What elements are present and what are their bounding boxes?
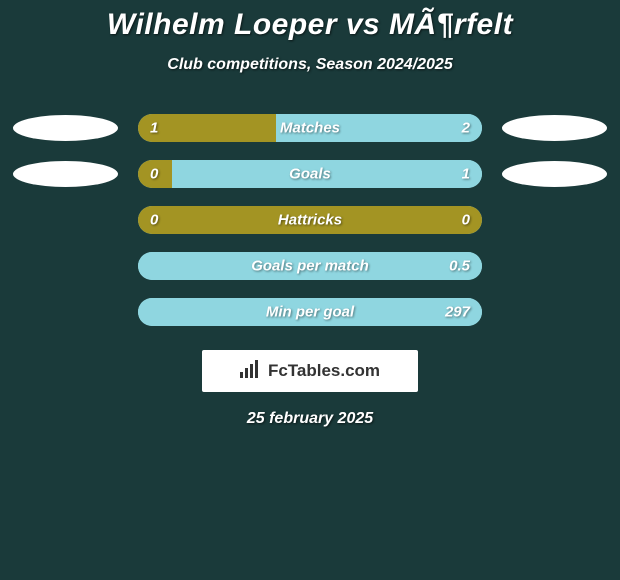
stat-value-left: 0: [150, 166, 158, 183]
stat-row: Goals per match 0.5: [0, 252, 620, 280]
date-text: 25 february 2025: [0, 410, 620, 428]
brand-text: FcTables.com: [268, 361, 380, 381]
stat-value-left: 0: [150, 212, 158, 229]
stat-bar: Goals per match 0.5: [138, 252, 482, 280]
comparison-infographic: Wilhelm Loeper vs MÃ¶rfelt Club competit…: [0, 0, 620, 428]
stat-value-right: 2: [462, 120, 470, 137]
stat-value-left: 1: [150, 120, 158, 137]
ellipse-spacer: [13, 299, 118, 325]
stat-value-right: 1: [462, 166, 470, 183]
stat-value-right: 0: [462, 212, 470, 229]
stat-bar: Goals 0 1: [138, 160, 482, 188]
chart-bars-icon: [240, 360, 262, 383]
player1-ellipse: [13, 115, 118, 141]
ellipse-spacer: [502, 207, 607, 233]
stat-label: Goals per match: [251, 258, 369, 275]
ellipse-spacer: [13, 207, 118, 233]
stat-bar: Matches 1 2: [138, 114, 482, 142]
stat-value-right: 297: [445, 304, 470, 321]
player1-ellipse: [13, 161, 118, 187]
stat-bar: Min per goal 297: [138, 298, 482, 326]
ellipse-spacer: [502, 253, 607, 279]
ellipse-spacer: [13, 253, 118, 279]
ellipse-spacer: [502, 299, 607, 325]
player2-ellipse: [502, 115, 607, 141]
bar-left-fill: [138, 114, 276, 142]
stat-value-right: 0.5: [449, 258, 470, 275]
stat-label: Min per goal: [266, 304, 354, 321]
stat-rows: Matches 1 2 Goals 0 1 Hattricks 0 0 Goals per mat…: [0, 114, 620, 326]
stat-label: Hattricks: [278, 212, 342, 229]
stat-row: Min per goal 297: [0, 298, 620, 326]
stat-label: Matches: [280, 120, 340, 137]
brand-badge: FcTables.com: [202, 350, 418, 392]
stat-label: Goals: [289, 166, 331, 183]
stat-bar: Hattricks 0 0: [138, 206, 482, 234]
player2-ellipse: [502, 161, 607, 187]
stat-row: Goals 0 1: [0, 160, 620, 188]
stat-row: Hattricks 0 0: [0, 206, 620, 234]
subtitle: Club competitions, Season 2024/2025: [0, 56, 620, 74]
stat-row: Matches 1 2: [0, 114, 620, 142]
page-title: Wilhelm Loeper vs MÃ¶rfelt: [0, 8, 620, 42]
